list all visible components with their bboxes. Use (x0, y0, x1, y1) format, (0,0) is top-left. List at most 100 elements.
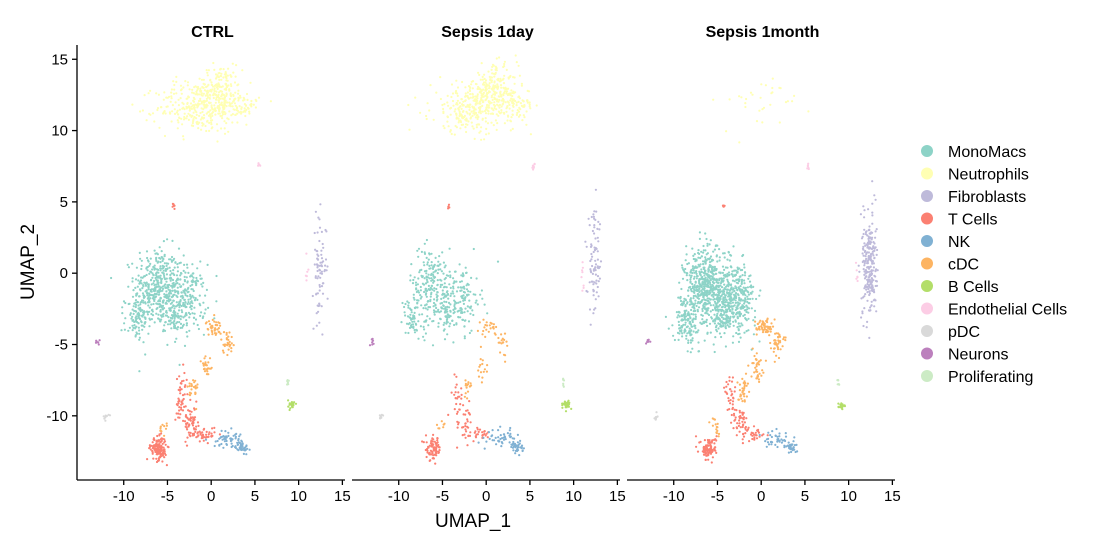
point-t-cells (197, 434, 200, 437)
point-t-cells (183, 385, 186, 388)
point-fibroblasts (319, 272, 322, 275)
point-monomacs (176, 278, 179, 281)
point-neutrophils (484, 120, 487, 123)
point-monomacs (689, 276, 693, 279)
point-neutrophils (484, 86, 487, 89)
point-neutrophils (217, 76, 220, 79)
point-neutrophils (189, 102, 193, 105)
point-monomacs (712, 295, 715, 298)
point-monomacs (157, 313, 160, 316)
point-monomacs (158, 256, 161, 260)
point-monomacs (722, 297, 725, 300)
point-monomacs (713, 313, 716, 316)
point-monomacs (183, 275, 186, 278)
point-cdc (485, 324, 489, 327)
point-nk (495, 443, 498, 446)
point-neutrophils (456, 86, 460, 89)
point-monomacs (437, 322, 440, 325)
point-endothelial-cells (580, 276, 583, 279)
point-cdc (504, 360, 507, 363)
point-monomacs (703, 305, 706, 309)
point-monomacs (687, 289, 690, 292)
point-monomacs (120, 329, 123, 332)
point-neutrophils (519, 114, 522, 117)
point-monomacs (720, 316, 724, 319)
point-monomacs (726, 319, 729, 322)
point-monomacs (700, 250, 703, 253)
point-monomacs (142, 299, 145, 302)
point-neutrophils (186, 84, 189, 87)
point-neutrophils (493, 105, 496, 108)
point-monomacs (693, 325, 696, 328)
point-neutrophils (492, 64, 495, 67)
point-monomacs (132, 289, 135, 292)
point-fibroblasts (873, 305, 876, 308)
point-t-cells (177, 416, 180, 419)
point-monomacs (744, 294, 747, 297)
point-monomacs (701, 318, 704, 321)
point-cdc (228, 340, 231, 343)
point-nk (514, 452, 517, 455)
point-monomacs (190, 288, 193, 291)
point-cdc (440, 420, 443, 423)
point-monomacs (697, 329, 700, 332)
point-monomacs (450, 292, 453, 295)
point-fibroblasts (863, 287, 866, 290)
point-monomacs (739, 275, 742, 278)
point-monomacs (433, 287, 436, 290)
point-monomacs (698, 278, 701, 281)
point-monomacs (131, 277, 134, 280)
point-monomacs (747, 329, 750, 332)
point-monomacs (747, 277, 750, 280)
point-monomacs (178, 300, 181, 303)
point-nk (512, 440, 515, 444)
point-monomacs (463, 337, 466, 340)
point-fibroblasts (863, 250, 867, 254)
point-neutrophils (492, 124, 495, 127)
point-monomacs (701, 260, 705, 263)
point-t-cells (163, 440, 167, 443)
point-monomacs (734, 301, 737, 304)
point-monomacs (151, 308, 154, 311)
point-cdc (225, 333, 228, 336)
point-monomacs (427, 299, 430, 303)
point-monomacs (724, 275, 727, 278)
point-neutrophils (490, 107, 493, 110)
point-monomacs (721, 300, 724, 303)
point-monomacs (428, 253, 431, 256)
point-monomacs (443, 338, 447, 341)
point-fibroblasts (589, 269, 592, 273)
point-neutrophils (210, 127, 213, 130)
y-tick-label: -10 (46, 408, 68, 425)
point-monomacs (673, 338, 677, 342)
point-cdc (442, 426, 445, 429)
point-fibroblasts (861, 252, 864, 255)
point-cdc (165, 422, 168, 425)
point-monomacs (423, 242, 426, 245)
point-neutrophils (207, 114, 210, 117)
point-monomacs (734, 320, 737, 323)
point-neutrophils (455, 116, 458, 119)
point-neutrophils (490, 96, 493, 99)
point-monomacs (438, 263, 441, 266)
point-monomacs (460, 295, 463, 298)
point-fibroblasts (874, 299, 877, 302)
point-monomacs (470, 329, 473, 332)
point-t-cells (460, 397, 463, 400)
point-monomacs (447, 293, 450, 296)
point-monomacs (449, 286, 452, 289)
point-monomacs (704, 232, 707, 235)
point-monomacs (691, 247, 694, 250)
point-fibroblasts (592, 213, 595, 216)
point-monomacs (441, 293, 444, 296)
point-cdc (196, 386, 199, 389)
point-t-cells (709, 451, 712, 454)
point-neutrophils (502, 99, 505, 102)
point-monomacs (167, 295, 170, 298)
point-neutrophils (503, 112, 506, 115)
point-neutrophils (484, 112, 488, 115)
point-t-cells (457, 423, 460, 426)
point-neutrophils (221, 85, 224, 88)
point-fibroblasts (863, 216, 866, 219)
point-nk (504, 438, 507, 441)
